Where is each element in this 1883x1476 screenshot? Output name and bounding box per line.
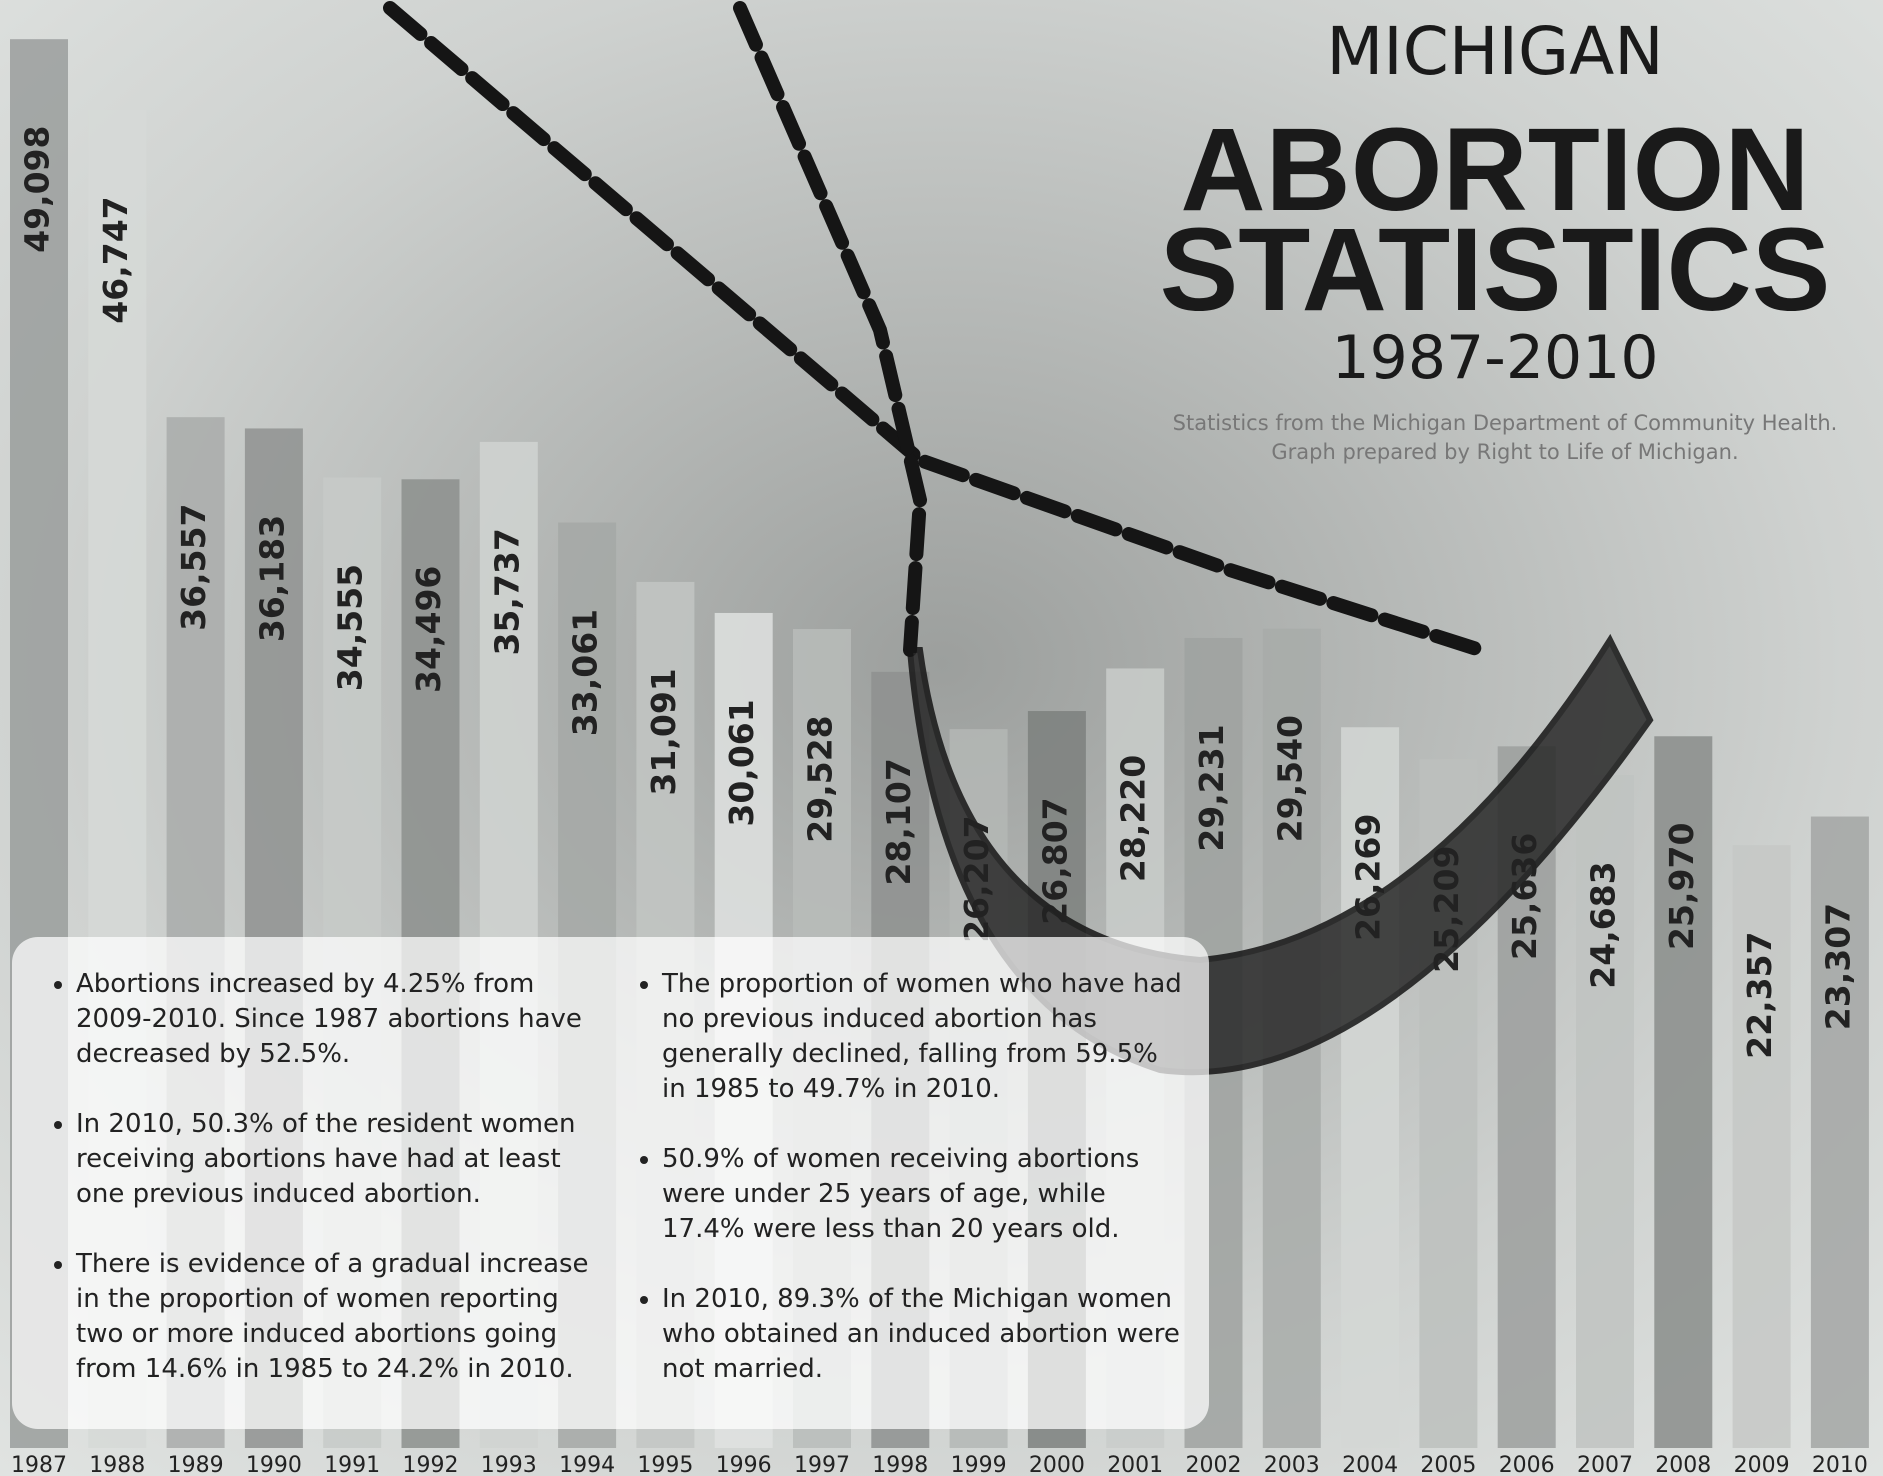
value-label: 30,061 bbox=[722, 699, 761, 826]
x-tick-label: 1997 bbox=[794, 1453, 850, 1476]
x-tick-label: 1988 bbox=[89, 1453, 145, 1476]
value-label: 25,209 bbox=[1427, 846, 1466, 973]
x-tick-label: 1996 bbox=[716, 1453, 772, 1476]
x-tick-label: 2003 bbox=[1264, 1453, 1320, 1476]
value-label: 29,231 bbox=[1192, 724, 1231, 851]
note: There is evidence of a gradual increase … bbox=[76, 1247, 596, 1387]
note: In 2010, 50.3% of the resident women rec… bbox=[76, 1107, 596, 1212]
x-tick-label: 2005 bbox=[1420, 1453, 1476, 1476]
value-label: 26,207 bbox=[957, 815, 996, 942]
x-tick-label: 1992 bbox=[403, 1453, 459, 1476]
note: Abortions increased by 4.25% from 2009-2… bbox=[76, 967, 596, 1072]
source: Graph prepared by Right to Life of Michi… bbox=[1271, 440, 1738, 464]
x-tick-label: 2004 bbox=[1342, 1453, 1398, 1476]
pretitle: MICHIGAN bbox=[1326, 13, 1663, 90]
value-label: 49,098 bbox=[18, 126, 57, 253]
source: Statistics from the Michigan Department … bbox=[1173, 411, 1838, 435]
value-label: 23,307 bbox=[1818, 903, 1857, 1030]
subtitle: 1987-2010 bbox=[1331, 323, 1658, 393]
notes-right: The proportion of women who have had no … bbox=[610, 967, 1182, 1422]
value-label: 46,747 bbox=[96, 196, 135, 323]
note: 50.9% of women receiving abortions were … bbox=[662, 1142, 1182, 1247]
x-tick-label: 1991 bbox=[324, 1453, 380, 1476]
x-tick-label: 2000 bbox=[1029, 1453, 1085, 1476]
x-tick-label: 2008 bbox=[1655, 1453, 1711, 1476]
x-tick-label: 2009 bbox=[1734, 1453, 1790, 1476]
x-tick-label: 2006 bbox=[1499, 1453, 1555, 1476]
x-tick-label: 2001 bbox=[1107, 1453, 1163, 1476]
x-tick-label: 2010 bbox=[1812, 1453, 1868, 1476]
x-tick-label: 1998 bbox=[872, 1453, 928, 1476]
value-label: 29,528 bbox=[801, 715, 840, 842]
value-label: 25,636 bbox=[1505, 833, 1544, 960]
x-tick-label: 1993 bbox=[481, 1453, 537, 1476]
notes-box: Abortions increased by 4.25% from 2009-2… bbox=[12, 937, 1209, 1429]
value-label: 36,183 bbox=[252, 515, 291, 642]
value-label: 33,061 bbox=[566, 609, 605, 736]
page: MICHIGAN ABORTIONSTATISTICS 1987-2010 St… bbox=[0, 0, 1883, 1476]
value-label: 34,555 bbox=[331, 564, 370, 691]
x-tick-label: 2002 bbox=[1186, 1453, 1242, 1476]
x-tick-label: 1989 bbox=[168, 1453, 224, 1476]
x-tick-label: 1987 bbox=[11, 1453, 67, 1476]
value-label: 36,557 bbox=[174, 504, 213, 631]
value-label: 29,540 bbox=[1270, 715, 1309, 842]
value-label: 26,807 bbox=[1035, 797, 1074, 924]
value-label: 28,220 bbox=[1114, 755, 1153, 882]
notes-left: Abortions increased by 4.25% from 2009-2… bbox=[24, 967, 596, 1422]
note: In 2010, 89.3% of the Michigan women who… bbox=[662, 1282, 1182, 1387]
note: The proportion of women who have had no … bbox=[662, 967, 1182, 1107]
value-label: 34,496 bbox=[409, 566, 448, 693]
x-tick-label: 2007 bbox=[1577, 1453, 1633, 1476]
value-label: 31,091 bbox=[644, 668, 683, 795]
value-label: 24,683 bbox=[1584, 861, 1623, 988]
value-label: 22,357 bbox=[1740, 931, 1779, 1058]
value-label: 26,269 bbox=[1349, 814, 1388, 941]
x-tick-label: 1994 bbox=[559, 1453, 615, 1476]
x-tick-label: 1990 bbox=[246, 1453, 302, 1476]
value-label: 35,737 bbox=[487, 528, 526, 655]
value-label: 25,970 bbox=[1662, 823, 1701, 950]
x-tick-label: 1995 bbox=[637, 1453, 693, 1476]
value-label: 28,107 bbox=[879, 758, 918, 885]
x-tick-label: 1999 bbox=[951, 1453, 1007, 1476]
